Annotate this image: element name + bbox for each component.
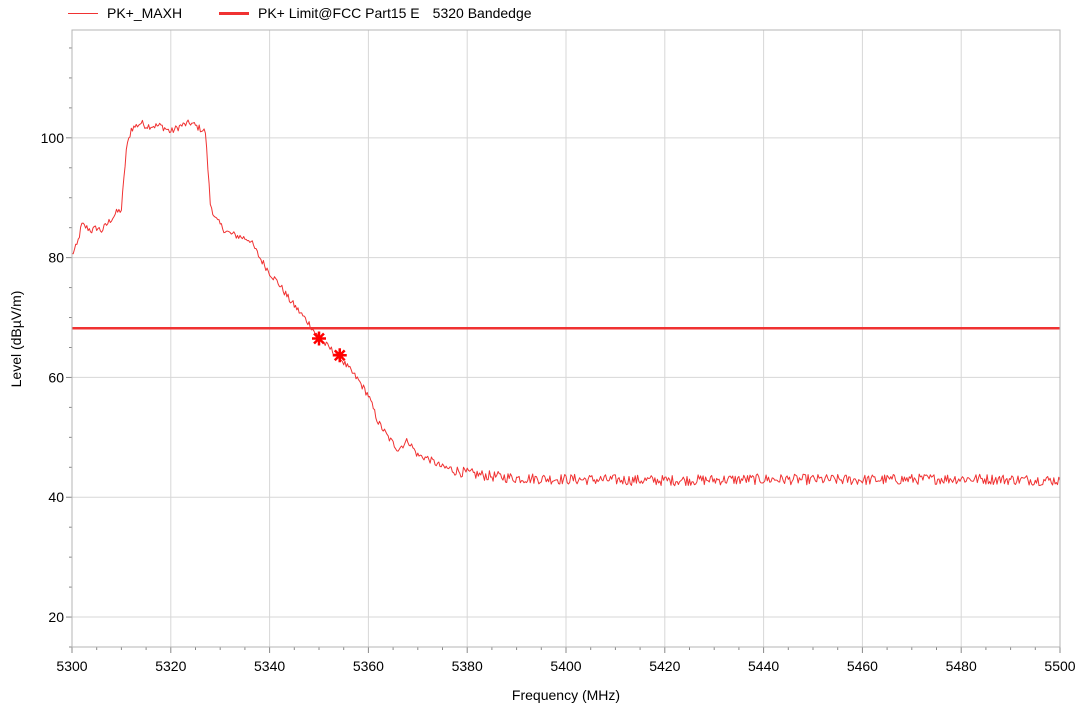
x-tick-label: 5360: [353, 658, 384, 674]
grid-lines: [71, 30, 1061, 647]
y-tick-label: 100: [41, 130, 65, 146]
x-tick-label: 5320: [155, 658, 186, 674]
x-tick-label: 5500: [1044, 658, 1075, 674]
x-tick-label: 5400: [550, 658, 581, 674]
plot-frame: [71, 29, 1061, 648]
y-axis-title: Level (dBµV/m): [8, 291, 24, 388]
peak-marker-stroke: [333, 349, 346, 362]
x-tick-label: 5440: [748, 658, 779, 674]
minor-ticks: [66, 47, 1061, 653]
tick-labels: 5300 5320 5340 5360 5380 5400 5420 5440 5460 5480…: [41, 130, 1076, 674]
x-tick-label: 5340: [254, 658, 285, 674]
legend-swatch-maxh: [68, 12, 98, 14]
peak-marker: [332, 348, 347, 363]
legend-label-limit: PK+ Limit@FCC Part15 E: [258, 5, 420, 21]
x-tick-label: 5420: [649, 658, 680, 674]
y-tick-label: 20: [48, 609, 64, 625]
maxh-trace: [71, 119, 1061, 487]
legend-label-maxh: PK+_MAXH: [107, 5, 183, 21]
peak-marker: [312, 331, 326, 346]
x-axis-title: Frequency (MHz): [512, 687, 620, 703]
legend-item-limit: PK+ Limit@FCC Part15 E 5320 Bandedge: [219, 5, 532, 21]
legend-swatch-limit: [219, 11, 249, 15]
y-tick-label: 80: [48, 250, 64, 266]
x-tick-label: 5380: [452, 658, 483, 674]
peak-marker-stroke: [313, 332, 325, 345]
chart-legend: PK+_MAXH PK+ Limit@FCC Part15 E 5320 Ban…: [0, 0, 1080, 28]
x-tick-label: 5300: [56, 658, 87, 674]
marker-layer: [312, 331, 347, 363]
series-layer: [71, 119, 1061, 487]
x-tick-label: 5480: [946, 658, 977, 674]
legend-item-maxh: PK+_MAXH: [68, 5, 182, 21]
legend-label-bandedge: 5320 Bandedge: [432, 5, 532, 21]
y-tick-label: 40: [48, 489, 64, 505]
y-tick-label: 60: [48, 369, 64, 385]
x-tick-label: 5460: [847, 658, 878, 674]
